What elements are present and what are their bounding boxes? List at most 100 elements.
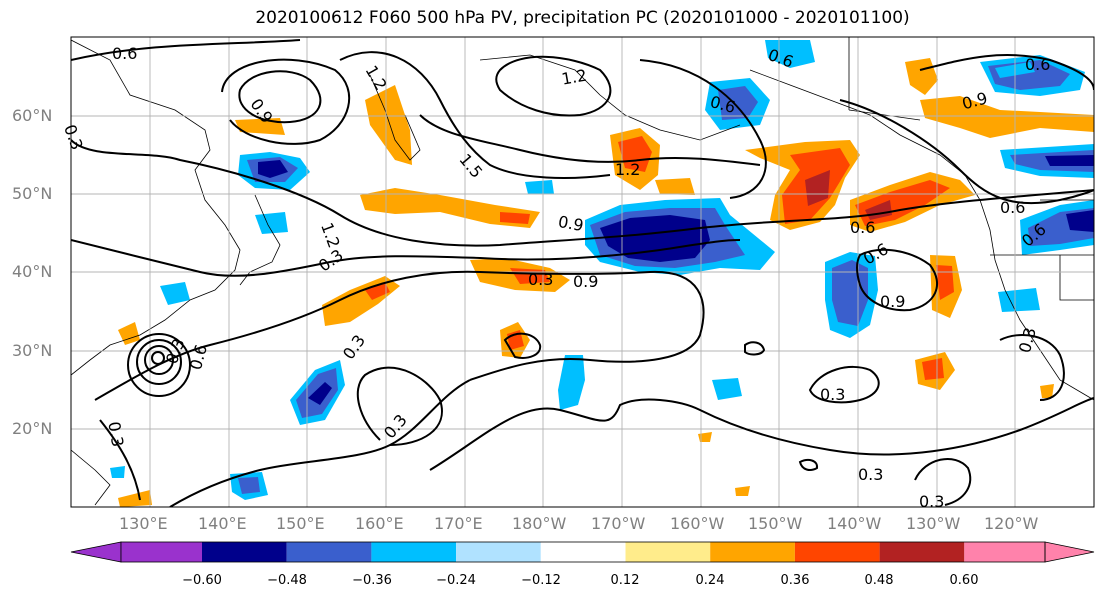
pv-contours bbox=[71, 39, 1094, 507]
pv-contour bbox=[919, 54, 1094, 91]
colorbar-frame bbox=[120, 541, 1046, 563]
precip-negative-area bbox=[1045, 155, 1094, 166]
precip-negative-area bbox=[160, 282, 190, 305]
lon-label: 180°W bbox=[512, 514, 567, 533]
precip-positive-area bbox=[698, 432, 712, 442]
colorbar-tick-label: 0.12 bbox=[610, 573, 640, 588]
lon-label: 150°E bbox=[276, 514, 325, 533]
precip-positive-area bbox=[936, 265, 954, 300]
lon-label: 170°E bbox=[434, 514, 483, 533]
contour-label: 0.9 bbox=[573, 272, 599, 291]
colorbar-tick-label: −0.48 bbox=[267, 573, 307, 588]
colorbar-cell bbox=[121, 542, 202, 562]
precip-negative-area bbox=[832, 260, 868, 326]
colorbar-tick-label: −0.12 bbox=[521, 573, 561, 588]
precip-negative-area bbox=[600, 215, 710, 262]
colorbar-extend-max bbox=[1044, 541, 1095, 563]
precip-negative-area bbox=[558, 355, 585, 410]
lon-label: 160°W bbox=[670, 514, 725, 533]
pv-contour bbox=[99, 419, 141, 501]
coastline bbox=[990, 199, 1094, 301]
precip-negative-area bbox=[258, 160, 288, 178]
pv-contour bbox=[356, 366, 443, 446]
colorbar-cell bbox=[794, 542, 880, 562]
precip-positive-area bbox=[618, 136, 652, 172]
coastline bbox=[71, 39, 241, 376]
lon-label: 150°W bbox=[748, 514, 803, 533]
precip-positive-area bbox=[735, 486, 750, 496]
colorbar-cell bbox=[879, 542, 965, 562]
pv-contour bbox=[238, 70, 322, 124]
coastline bbox=[71, 449, 111, 506]
precip-negative-area bbox=[110, 466, 125, 478]
lon-label: 140°W bbox=[827, 514, 882, 533]
pv-contour bbox=[495, 55, 612, 117]
coastline bbox=[369, 74, 421, 161]
precip-negative-area bbox=[998, 288, 1040, 312]
contour-label: 0.9 bbox=[880, 292, 906, 311]
precip-positive-area bbox=[118, 322, 140, 345]
lon-label: 130°E bbox=[119, 514, 168, 533]
pv-contour bbox=[914, 458, 972, 506]
colorbar-cell bbox=[456, 542, 541, 562]
precip-positive-area bbox=[805, 170, 830, 206]
colorbar-cell bbox=[286, 542, 372, 562]
precip-negative-area bbox=[255, 212, 288, 234]
precip-positive-area bbox=[365, 282, 390, 300]
colorbar-tick-label: −0.24 bbox=[436, 573, 476, 588]
gridlines bbox=[71, 37, 1094, 507]
precip-positive-area bbox=[905, 58, 938, 95]
precip-negative-area bbox=[308, 382, 332, 405]
contour-label: 0.3 bbox=[528, 270, 554, 289]
colorbar bbox=[70, 541, 1095, 563]
pv-contour bbox=[135, 339, 183, 385]
lon-label: 160°E bbox=[355, 514, 404, 533]
colorbar-cell bbox=[710, 542, 795, 562]
precip-shading bbox=[110, 40, 1094, 507]
contour-label: 0.3 bbox=[820, 385, 846, 404]
colorbar-tick-label: 0.36 bbox=[780, 573, 810, 588]
lon-label: 140°E bbox=[198, 514, 247, 533]
contour-label: 0.6 bbox=[112, 44, 138, 63]
pv-contour bbox=[71, 139, 1094, 247]
precip-positive-area bbox=[922, 358, 944, 380]
lat-label: 40°N bbox=[12, 262, 53, 281]
contour-label: 0.3 bbox=[919, 492, 945, 511]
pv-contour bbox=[639, 59, 767, 199]
precip-negative-area bbox=[718, 86, 758, 120]
pv-contour bbox=[798, 459, 819, 471]
coastline bbox=[848, 37, 921, 121]
pv-contour bbox=[999, 334, 1065, 401]
precip-positive-area bbox=[365, 85, 412, 165]
precip-negative-area bbox=[765, 40, 815, 68]
precip-negative-area bbox=[712, 378, 742, 400]
lat-label: 30°N bbox=[12, 341, 53, 360]
pv-contour bbox=[71, 239, 741, 277]
precip-positive-area bbox=[1040, 384, 1054, 398]
colorbar-cell bbox=[964, 542, 1045, 562]
lon-label: 120°W bbox=[984, 514, 1039, 533]
coastline bbox=[239, 194, 281, 286]
pv-contour bbox=[143, 345, 175, 375]
pv-contour bbox=[419, 114, 761, 166]
pv-contour bbox=[839, 99, 1094, 205]
lat-label: 60°N bbox=[12, 106, 53, 125]
colorbar-cell bbox=[371, 542, 457, 562]
pv-contour bbox=[503, 332, 542, 359]
colorbar-tick-label: 0.60 bbox=[949, 573, 979, 588]
colorbar-tick-label: 0.24 bbox=[695, 573, 725, 588]
precip-positive-area bbox=[655, 178, 695, 195]
lon-label: 130°W bbox=[906, 514, 961, 533]
lat-label: 50°N bbox=[12, 184, 53, 203]
pv-contour bbox=[150, 351, 166, 365]
colorbar-cell bbox=[202, 542, 287, 562]
colorbar-cell bbox=[625, 542, 711, 562]
colorbar-extend-min bbox=[70, 541, 122, 563]
pv-contour bbox=[808, 365, 880, 404]
pv-contour bbox=[221, 58, 351, 145]
precip-positive-area bbox=[920, 96, 1094, 138]
pv-contour bbox=[339, 51, 611, 179]
precip-negative-area bbox=[238, 477, 260, 494]
colorbar-tick-label: −0.36 bbox=[352, 573, 392, 588]
